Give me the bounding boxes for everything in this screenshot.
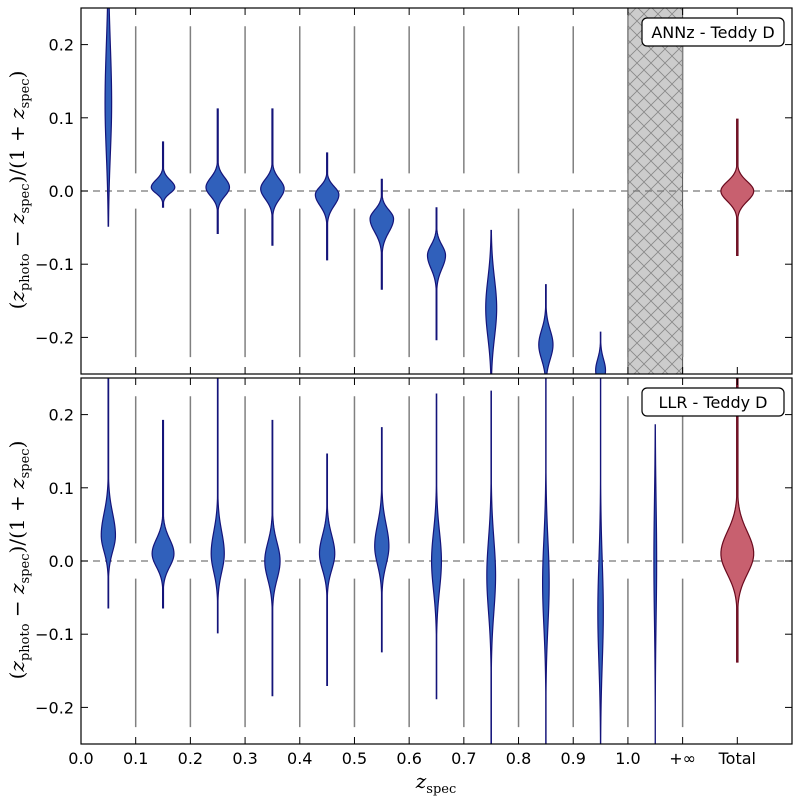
y-axis-label-top: (zphoto − zspec)/(1 + zspec) [5,71,33,310]
violin [538,284,554,374]
violin [318,453,336,687]
plot-area [81,378,792,744]
violin [260,108,285,246]
y-axis-label-bottom: (zphoto − zspec)/(1 + zspec) [5,441,33,680]
x-tick-label: 0.7 [451,749,476,768]
x-tick-label: 0.2 [178,749,203,768]
x-axis-label: zspec [415,769,457,797]
violin [597,378,604,744]
violin [595,331,607,374]
violin [104,8,113,227]
violin [150,141,176,208]
y-tick-label: −0.2 [35,328,74,347]
violin [205,108,231,235]
violin [374,427,390,653]
x-tick-label: Total [718,749,756,768]
x-tick-label: 0.1 [123,749,148,768]
y-tick-label: −0.2 [35,698,74,717]
x-tick-label: 0.4 [287,749,312,768]
y-tick-label: 0.1 [49,479,74,498]
legend-label: LLR - Teddy D [659,393,768,412]
y-tick-label: 0.0 [49,182,74,201]
x-tick-label: 0.5 [342,749,367,768]
x-tick-labels: 0.0 0.1 0.2 0.3 0.4 0.5 0.6 0.7 0.8 0.9 1.0 +∞ Total [68,749,756,768]
x-tick-label: 1.0 [615,749,640,768]
violin [314,152,340,261]
y-tick-label: 0.1 [49,109,74,128]
plot-area [81,8,792,374]
legend-box [641,387,785,417]
violin [100,378,117,609]
violin [653,424,658,744]
violin [264,419,281,697]
violin-total [720,118,755,257]
x-tick-label: 0.9 [561,749,586,768]
legend-label: ANNz - Teddy D [651,23,774,42]
violin-total [720,378,755,663]
y-tick-label: 0.2 [49,406,74,425]
y-tick-label: 0.2 [49,36,74,55]
violin [369,178,395,290]
x-tick-label: 0.3 [232,749,257,768]
violin [486,390,497,744]
x-tick-label: 0.6 [396,749,421,768]
y-tick-label: 0.0 [49,552,74,571]
x-tick-label: +∞ [669,749,696,768]
panel-annz: −0.2 −0.1 0.0 0.1 0.2 ANNz - Teddy D [35,7,793,375]
legend-box [641,17,785,47]
violin [430,393,443,700]
violin [426,207,447,341]
panel-llr: −0.2 −0.1 0.0 0.1 0.2 LLR - Teddy D [35,377,793,745]
violin [485,229,498,374]
violin [541,378,550,744]
y-tick-label: −0.1 [35,625,74,644]
violin [151,419,175,609]
x-tick-label: 0.8 [506,749,531,768]
y-tick-label: −0.1 [35,255,74,274]
violin [210,378,225,634]
x-tick-label: 0.0 [68,749,93,768]
